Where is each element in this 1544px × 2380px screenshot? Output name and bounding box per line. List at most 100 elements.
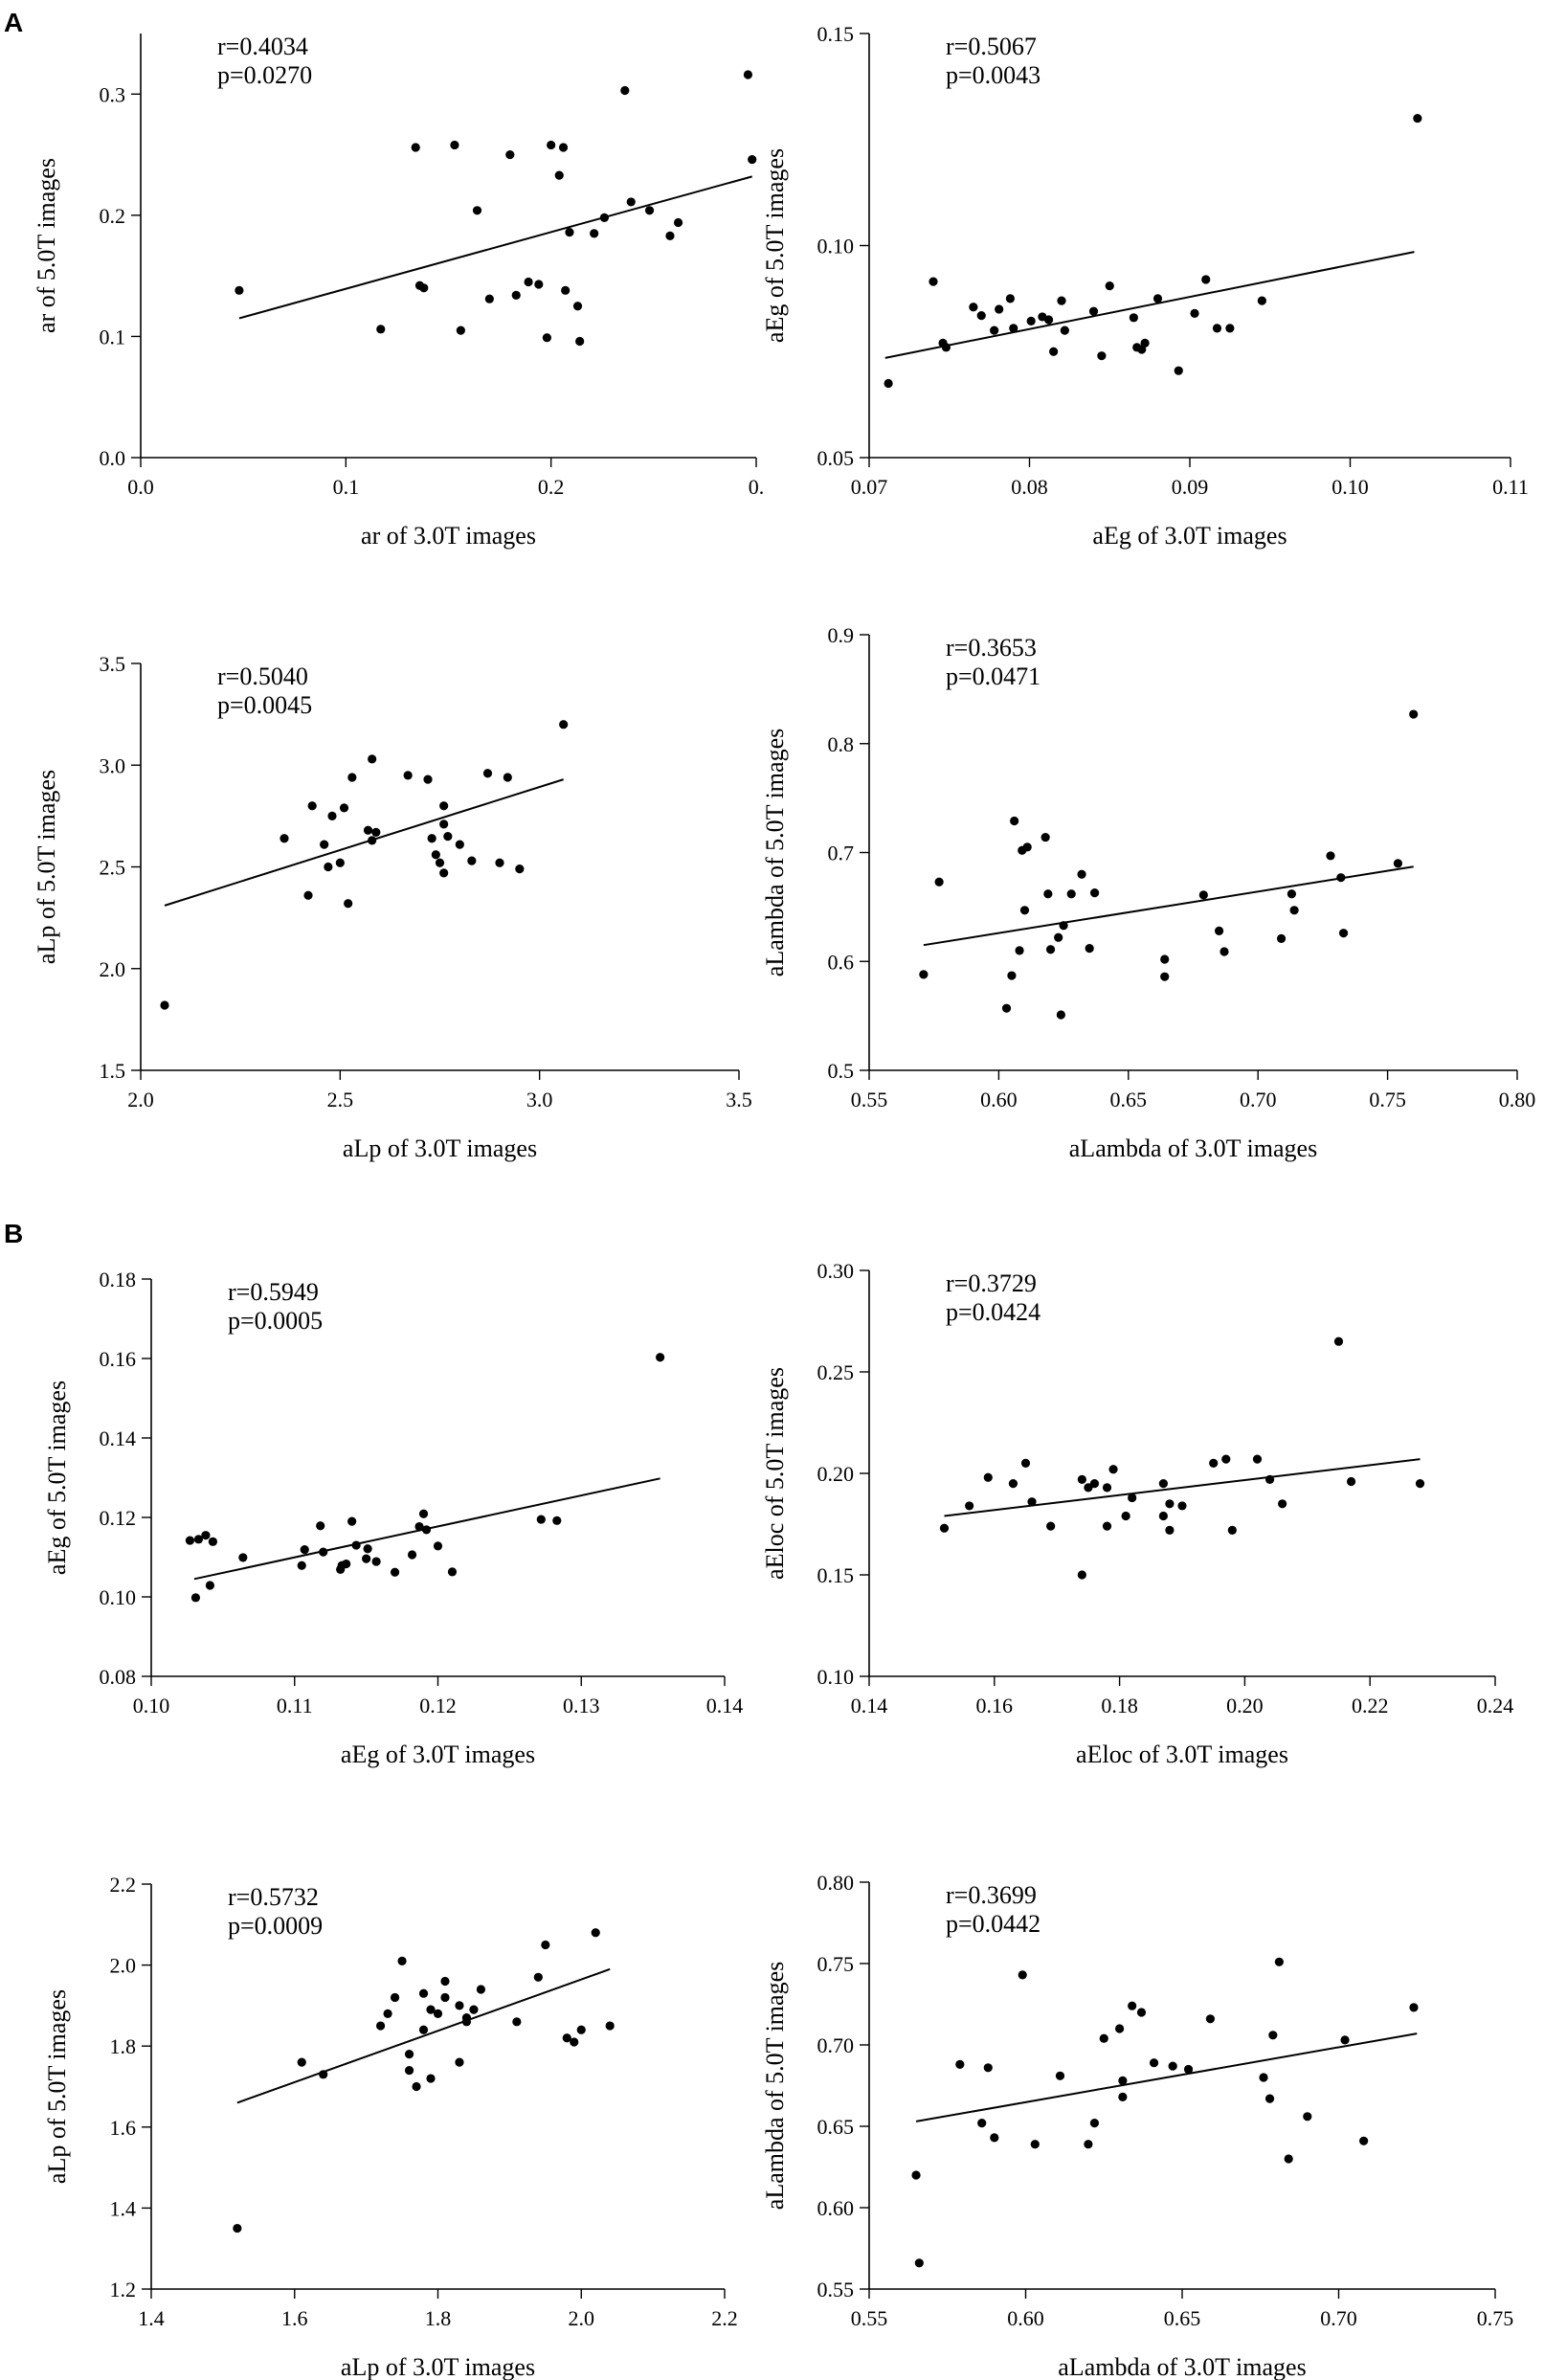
data-point: [300, 1545, 309, 1555]
x-tick-label: 0.1: [333, 475, 360, 499]
data-point: [1346, 1476, 1356, 1487]
x-axis-label: aEloc of 3.0T images: [1076, 1740, 1288, 1768]
data-point: [376, 2021, 386, 2031]
data-point: [1084, 1483, 1093, 1493]
data-point: [919, 970, 929, 979]
y-tick-label: 0.05: [817, 446, 855, 470]
data-point: [1055, 2071, 1065, 2080]
data-point: [1220, 947, 1229, 956]
data-point: [1287, 889, 1297, 899]
data-point: [990, 2133, 999, 2143]
p-value-label: p=0.0442: [946, 1910, 1041, 1938]
data-point: [1085, 944, 1094, 954]
data-point: [1409, 2003, 1419, 2012]
x-tick-label: 0.80: [1499, 1088, 1536, 1111]
y-tick-label: 1.5: [100, 1059, 126, 1083]
data-point: [435, 858, 445, 867]
data-point: [1022, 842, 1032, 852]
data-point: [1168, 2061, 1177, 2071]
data-point: [476, 1985, 486, 1994]
y-tick-label: 0.8: [828, 732, 855, 756]
data-point: [1118, 2092, 1128, 2101]
x-tick-label: 0.11: [1492, 475, 1529, 499]
y-tick-label: 0.12: [100, 1506, 137, 1530]
y-tick-label: 1.4: [110, 2196, 137, 2220]
data-point: [407, 1550, 417, 1560]
data-point: [404, 2065, 414, 2076]
data-point: [185, 1536, 195, 1545]
y-axis-label: aEg of 5.0T images: [43, 1381, 71, 1575]
data-point: [439, 820, 449, 829]
data-point: [363, 1544, 372, 1554]
data-point: [1057, 296, 1066, 305]
y-tick-label: 1.2: [110, 2278, 137, 2301]
y-tick-label: 0.16: [100, 1347, 137, 1371]
data-point: [1044, 315, 1054, 325]
y-tick-label: 2.0: [110, 1954, 137, 1978]
y-axis-label: aEloc of 5.0T images: [761, 1367, 789, 1580]
data-point: [1177, 1501, 1187, 1511]
data-point: [1026, 316, 1036, 326]
data-point: [990, 326, 999, 335]
data-point: [1190, 308, 1199, 318]
data-point: [1088, 306, 1099, 316]
data-point: [469, 2005, 479, 2014]
x-tick-label: 2.5: [327, 1088, 354, 1111]
data-point: [1001, 1003, 1012, 1013]
data-point: [1007, 971, 1017, 980]
data-point: [1056, 1010, 1065, 1020]
data-point: [205, 1581, 214, 1590]
data-point: [1289, 906, 1299, 915]
data-point: [495, 858, 504, 867]
data-point: [1009, 324, 1018, 333]
data-point: [297, 2057, 306, 2067]
data-point: [533, 1972, 543, 1982]
data-point: [383, 2009, 392, 2018]
data-point: [983, 1472, 993, 1482]
data-point: [1415, 1479, 1425, 1489]
data-point: [344, 899, 353, 909]
x-axis-label: aLp of 3.0T images: [341, 2353, 535, 2380]
data-point: [376, 325, 386, 334]
x-tick-label: 0.14: [706, 1694, 744, 1718]
y-tick-label: 0.9: [828, 623, 855, 647]
data-point: [590, 229, 599, 238]
data-point: [418, 1509, 429, 1518]
plot-aeg-b: 0.10 0.11 0.12 0.13 0.14 0.08 0.10 0.12 0.14 0.16…: [43, 1268, 743, 1768]
regression-line: [923, 865, 1414, 947]
data-point: [1158, 1511, 1168, 1521]
y-tick-label: 0.7: [828, 842, 855, 865]
x-axis-label: ar of 3.0T images: [361, 522, 536, 550]
data-point: [1340, 2035, 1350, 2045]
regression-line: [884, 251, 1415, 359]
y-tick-label: 1.6: [110, 2116, 137, 2140]
data-point: [1274, 1957, 1284, 1966]
data-point: [319, 1547, 328, 1557]
data-point: [1019, 906, 1030, 915]
plot-aeloc-b: 0.14 0.16 0.18 0.20 0.22 0.24 0.10 0.15 0.20 0.25…: [761, 1259, 1513, 1768]
data-point: [591, 1928, 600, 1938]
data-point: [339, 803, 349, 813]
data-point: [1128, 2001, 1137, 2010]
x-tick-label: 1.8: [425, 2306, 452, 2330]
r-value-label: r=0.5040: [217, 662, 308, 690]
x-axis-label: aEg of 3.0T images: [341, 1740, 535, 1768]
data-point: [575, 336, 585, 347]
x-tick-label: 0.: [749, 475, 765, 499]
data-point: [1049, 347, 1059, 356]
r-value-label: r=0.5949: [228, 1278, 319, 1306]
y-axis-label: ar of 5.0T images: [33, 158, 60, 333]
p-value-label: p=0.0424: [946, 1298, 1041, 1326]
data-point: [461, 2012, 472, 2023]
data-point: [911, 2170, 921, 2180]
data-point: [423, 775, 433, 784]
x-tick-label: 1.6: [281, 2306, 308, 2330]
data-point: [1278, 1499, 1287, 1509]
data-point: [1018, 1970, 1027, 1980]
data-point: [1077, 869, 1086, 879]
y-tick-label: 0.60: [817, 2196, 855, 2220]
data-point: [427, 834, 436, 843]
data-point: [1118, 2076, 1128, 2085]
data-point: [412, 2081, 421, 2092]
x-tick-label: 0.70: [1320, 2306, 1357, 2330]
